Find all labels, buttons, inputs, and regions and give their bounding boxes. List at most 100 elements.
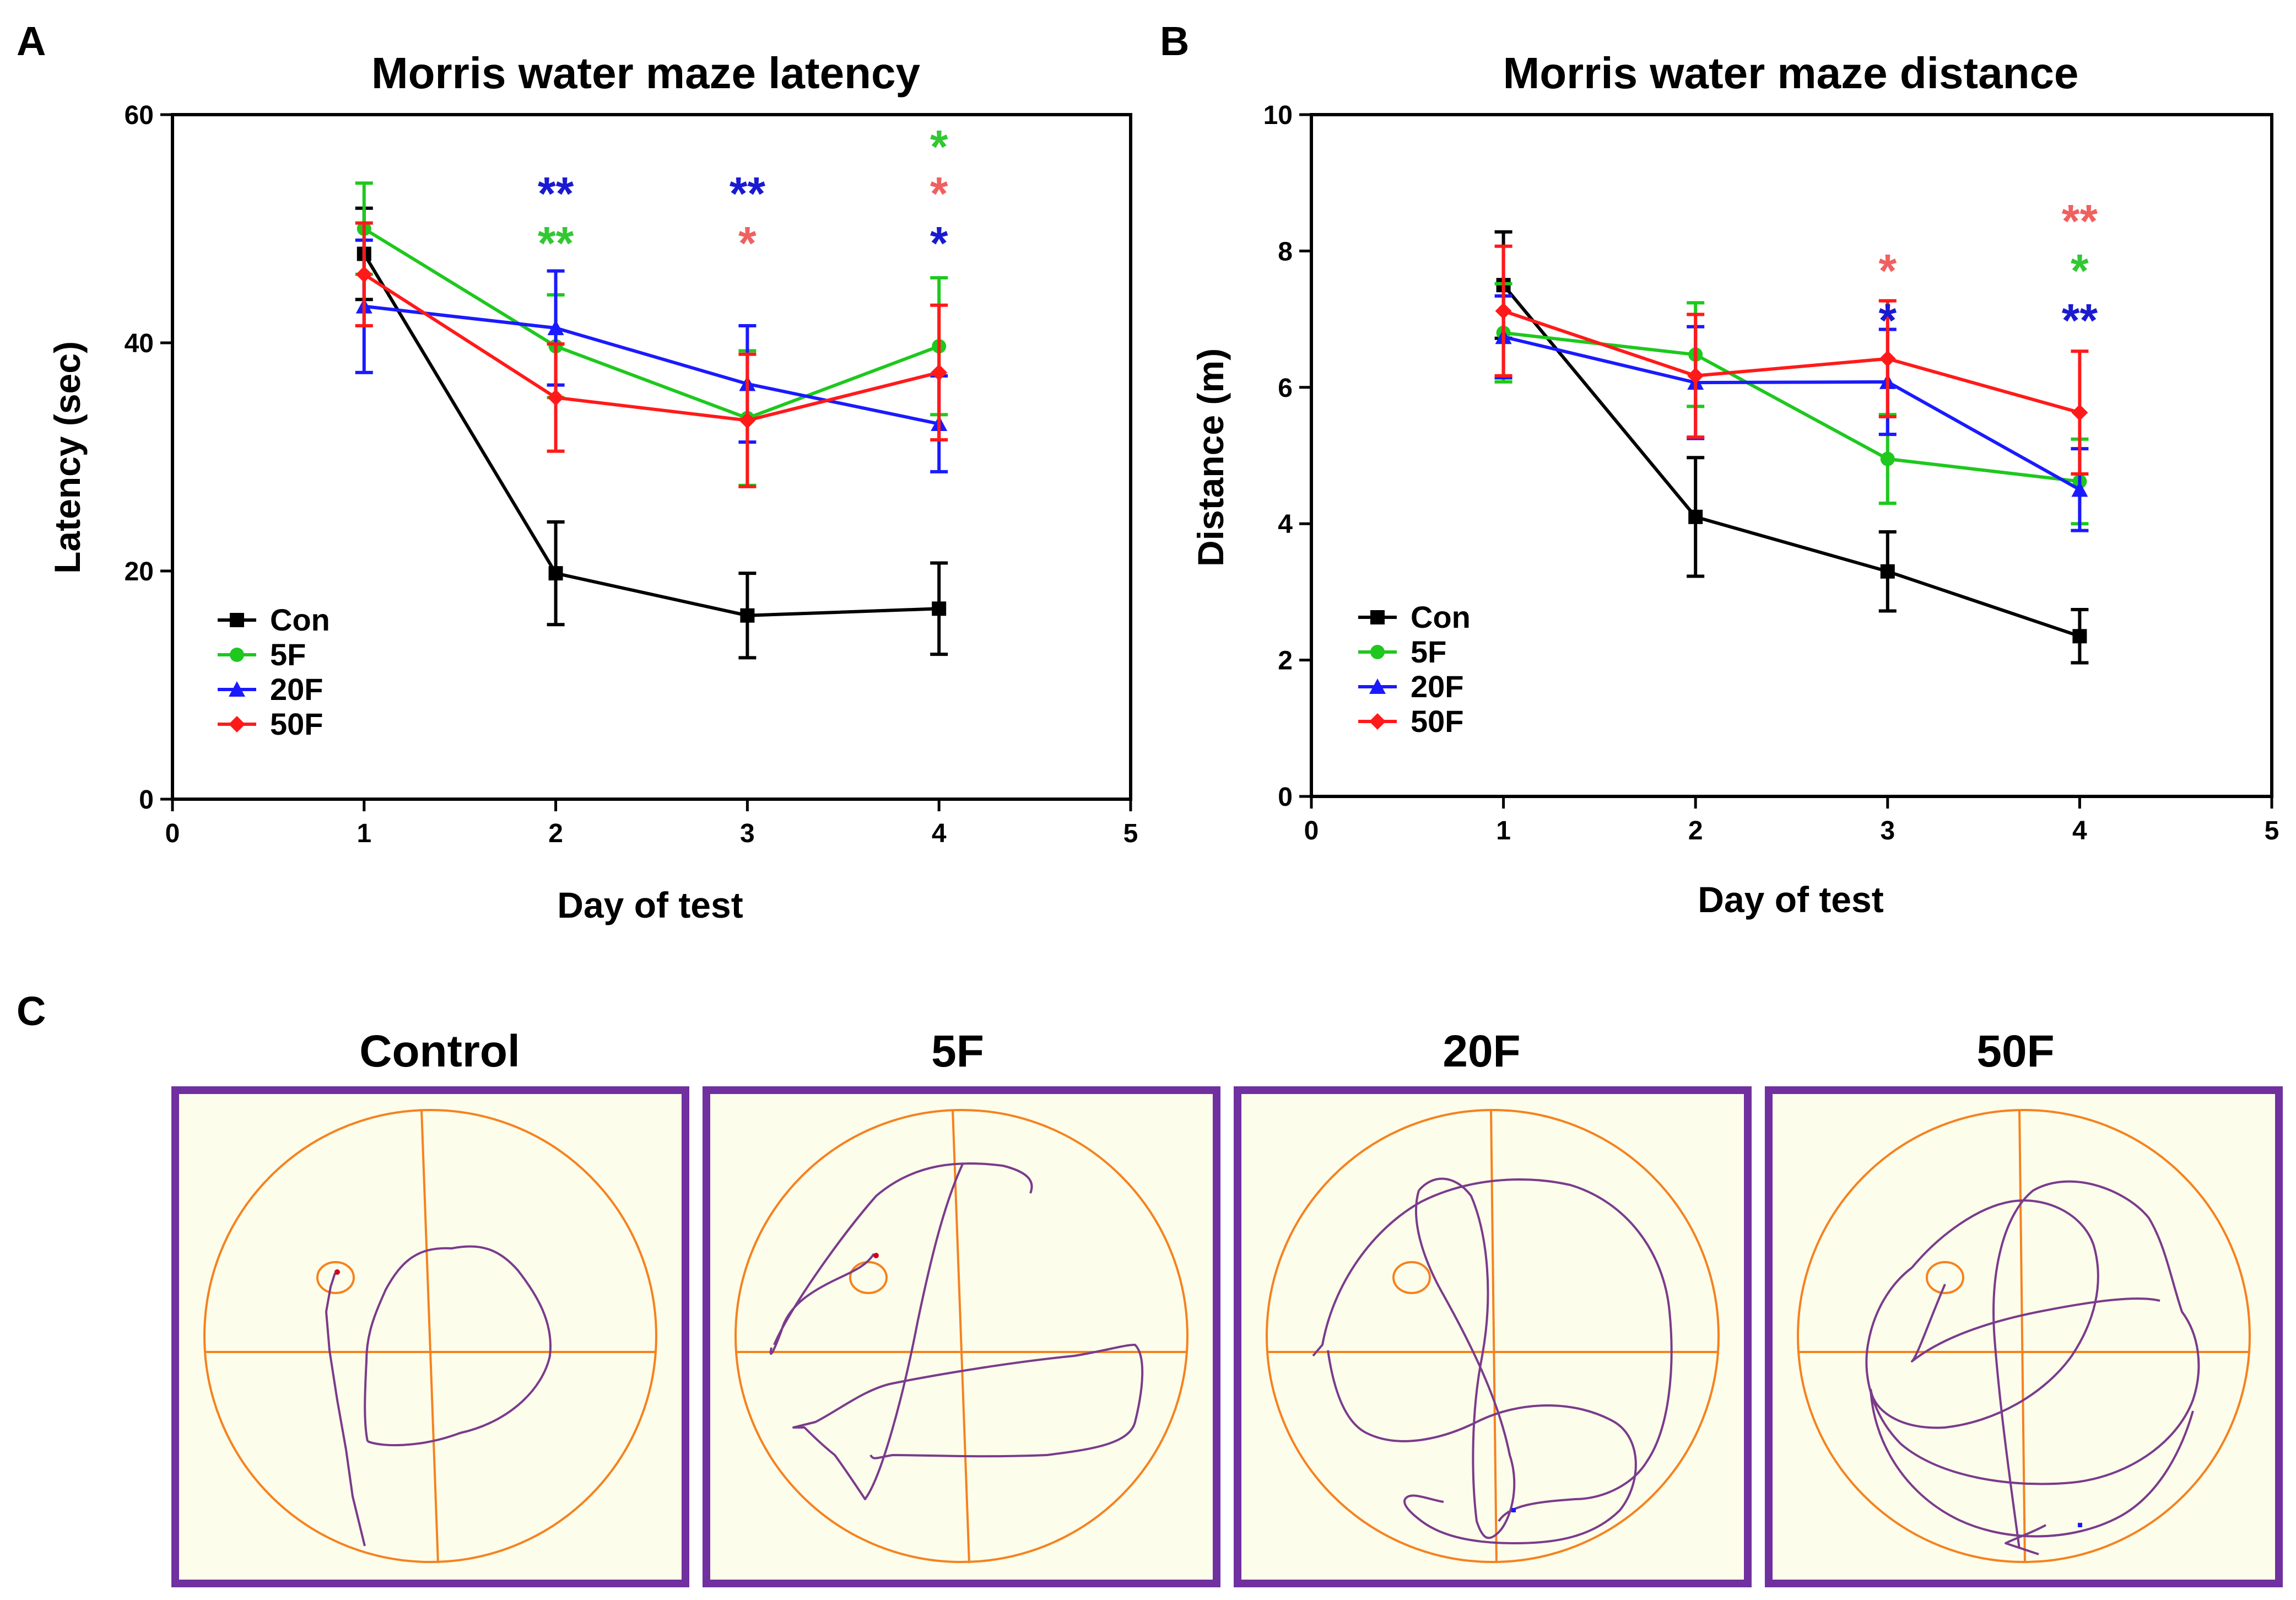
data-point [547, 320, 564, 336]
start-marker [1511, 1508, 1516, 1512]
data-point [932, 601, 947, 616]
data-point [2071, 481, 2088, 497]
legend-swatch-marker [229, 681, 245, 697]
swim-tracks: Control 5F 20F [171, 1026, 2283, 1587]
series-20f [355, 238, 948, 473]
significance-mark: ** [538, 168, 574, 219]
significance-mark: * [930, 121, 948, 173]
series-line [364, 304, 939, 425]
chart-title: Morris water maze distance [1503, 49, 2079, 98]
x-tick-label: 4 [932, 819, 947, 848]
pool-crosshair-vertical [1490, 1109, 1498, 1564]
series-line [1503, 335, 2081, 491]
legend-swatch-marker [1370, 645, 1385, 659]
x-tick-label: 1 [1496, 816, 1511, 845]
track-title: 20F [1443, 1026, 1520, 1076]
data-point [739, 412, 756, 429]
track-title: 5F [931, 1026, 984, 1076]
significance-mark: * [930, 217, 948, 269]
y-tick-label: 0 [139, 785, 154, 815]
x-tick-label: 2 [548, 819, 563, 848]
track-title: 50F [1976, 1026, 2054, 1076]
swim-path [1865, 1180, 2200, 1555]
data-point [1880, 451, 1895, 466]
x-tick-label: 5 [2265, 816, 2279, 845]
legend-swatch-marker [230, 648, 244, 662]
series-5f [355, 181, 948, 487]
significance-mark: * [1878, 294, 1897, 346]
significance-mark: * [1878, 245, 1897, 297]
pool-crosshair-vertical [952, 1109, 970, 1564]
x-tick-label: 5 [1123, 819, 1138, 848]
significance-annotations: ******* [1878, 195, 2098, 346]
data-point [2072, 629, 2087, 644]
y-tick-label: 60 [125, 101, 154, 130]
series-line [1503, 309, 2081, 414]
legend-label: 20F [270, 672, 323, 707]
significance-mark: ** [2062, 195, 2098, 247]
legend-item-20f: 20F [1358, 669, 1464, 704]
platform-marker [849, 1261, 888, 1294]
data-point [2071, 404, 2088, 421]
chart-title: Morris water maze latency [371, 49, 920, 98]
y-tick-label: 2 [1278, 647, 1293, 676]
series-line [363, 227, 940, 420]
start-marker [2078, 1523, 2082, 1527]
platform-marker [316, 1261, 355, 1294]
data-point [1879, 350, 1896, 367]
legend-swatch-marker [230, 613, 244, 627]
pool-crosshair-vertical [2018, 1109, 2026, 1564]
swim-path [325, 1245, 552, 1547]
y-tick-label: 40 [125, 329, 154, 358]
series-20f [1494, 294, 2089, 532]
data-point [1687, 367, 1704, 384]
panel-letter-a: A [17, 18, 46, 64]
legend-item-50f: 50F [1358, 704, 1464, 739]
x-tick-label: 1 [356, 819, 371, 848]
chart-distance: Morris water maze distance 0 1 2 3 4 5 0 2 4 6 8 10… [1190, 49, 2279, 920]
track-50f: 50F [1765, 1026, 2283, 1587]
series-line [363, 252, 939, 617]
y-axis-label: Latency (sec) [47, 341, 88, 574]
track-20f: 20F [1234, 1026, 1752, 1587]
legend-swatch-marker [229, 716, 245, 732]
y-tick-label: 4 [1278, 510, 1293, 539]
significance-mark: ** [730, 168, 766, 219]
y-tick-label: 8 [1278, 237, 1293, 266]
data-point [547, 389, 564, 406]
series-5f [1494, 282, 2089, 526]
series-50f [355, 221, 948, 488]
series-con [355, 206, 948, 660]
platform-marker [1392, 1261, 1431, 1294]
series-line [1502, 284, 2081, 638]
panel-letter-b: B [1160, 18, 1189, 64]
legend-item-con: Con [218, 602, 330, 637]
data-point [1688, 509, 1703, 524]
platform-marker [1926, 1261, 1964, 1294]
legend-item-20f: 20F [218, 672, 323, 707]
legend-swatch-marker [1369, 713, 1386, 730]
data-point [548, 566, 563, 581]
data-point [1495, 303, 1512, 320]
x-axis-label: Day of test [1698, 879, 1883, 920]
x-tick-label: 0 [1304, 816, 1319, 845]
legend-label: 5F [1411, 634, 1446, 669]
swim-path [1312, 1177, 1673, 1544]
pool-outline [1266, 1109, 1720, 1563]
significance-mark: ** [2062, 294, 2098, 346]
swim-path [769, 1162, 1144, 1500]
legend-item-con: Con [1358, 600, 1471, 634]
legend-item-50f: 50F [218, 707, 323, 741]
x-tick-label: 4 [2072, 816, 2087, 845]
legend-label: 5F [270, 637, 306, 672]
x-tick-label: 2 [1688, 816, 1703, 845]
start-marker [334, 1269, 340, 1275]
pool-outline [734, 1109, 1188, 1563]
legend-item-5f: 5F [1358, 634, 1446, 669]
significance-mark: ** [538, 217, 574, 269]
